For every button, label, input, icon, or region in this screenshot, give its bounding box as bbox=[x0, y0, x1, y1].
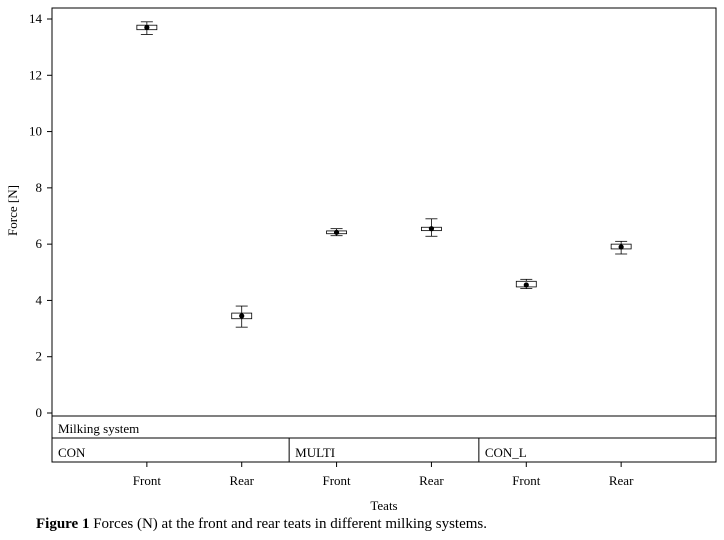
x-tick-label: Rear bbox=[419, 473, 444, 488]
y-tick-label: 0 bbox=[36, 405, 43, 420]
box-con-front bbox=[136, 21, 158, 35]
x-tick-label: Front bbox=[322, 473, 351, 488]
mean-dot bbox=[618, 244, 624, 250]
x-tick-label: Front bbox=[133, 473, 162, 488]
y-tick-label: 4 bbox=[36, 292, 43, 307]
y-axis-ticks: 0 2 4 6 8 10 12 14 bbox=[29, 11, 52, 420]
milking-system-panel: Milking system CON MULTI CON_L bbox=[58, 421, 527, 462]
y-tick-label: 12 bbox=[29, 67, 42, 82]
x-tick-label: Front bbox=[512, 473, 541, 488]
box-con_l-rear bbox=[610, 240, 632, 255]
axes bbox=[51, 7, 717, 463]
y-axis-label: Force [N] bbox=[5, 185, 20, 236]
box-multi-front bbox=[326, 228, 347, 237]
boxes bbox=[136, 21, 632, 328]
group-label: CON_L bbox=[485, 445, 527, 460]
x-tick-label: Rear bbox=[609, 473, 634, 488]
plot-frame bbox=[51, 7, 717, 463]
y-tick-label: 6 bbox=[36, 236, 43, 251]
x-tick-label: Rear bbox=[229, 473, 254, 488]
box-con-rear bbox=[231, 305, 253, 328]
y-tick-label: 2 bbox=[36, 349, 43, 364]
y-tick-label: 14 bbox=[29, 11, 43, 26]
group-label: MULTI bbox=[295, 445, 335, 460]
figure-caption: Figure 1 Forces (N) at the front and rea… bbox=[36, 516, 487, 533]
mean-dot bbox=[428, 226, 435, 232]
box-multi-rear bbox=[421, 218, 442, 237]
y-tick-label: 8 bbox=[36, 180, 43, 195]
y-tick-label: 10 bbox=[29, 124, 42, 139]
x-axis-label: Teats bbox=[370, 498, 397, 513]
box-con_l-front bbox=[515, 278, 537, 290]
x-axis-ticks: Front Rear Front Rear Front Rear bbox=[133, 462, 634, 488]
figure-label: Figure 1 bbox=[36, 516, 90, 532]
mean-dot bbox=[333, 229, 340, 235]
mean-dot bbox=[239, 313, 245, 319]
mean-dot bbox=[144, 24, 150, 31]
figure-caption-text: Forces (N) at the front and rear teats i… bbox=[89, 516, 487, 532]
panel-header: Milking system bbox=[58, 421, 139, 436]
group-label: CON bbox=[58, 445, 86, 460]
mean-dot bbox=[523, 282, 529, 288]
